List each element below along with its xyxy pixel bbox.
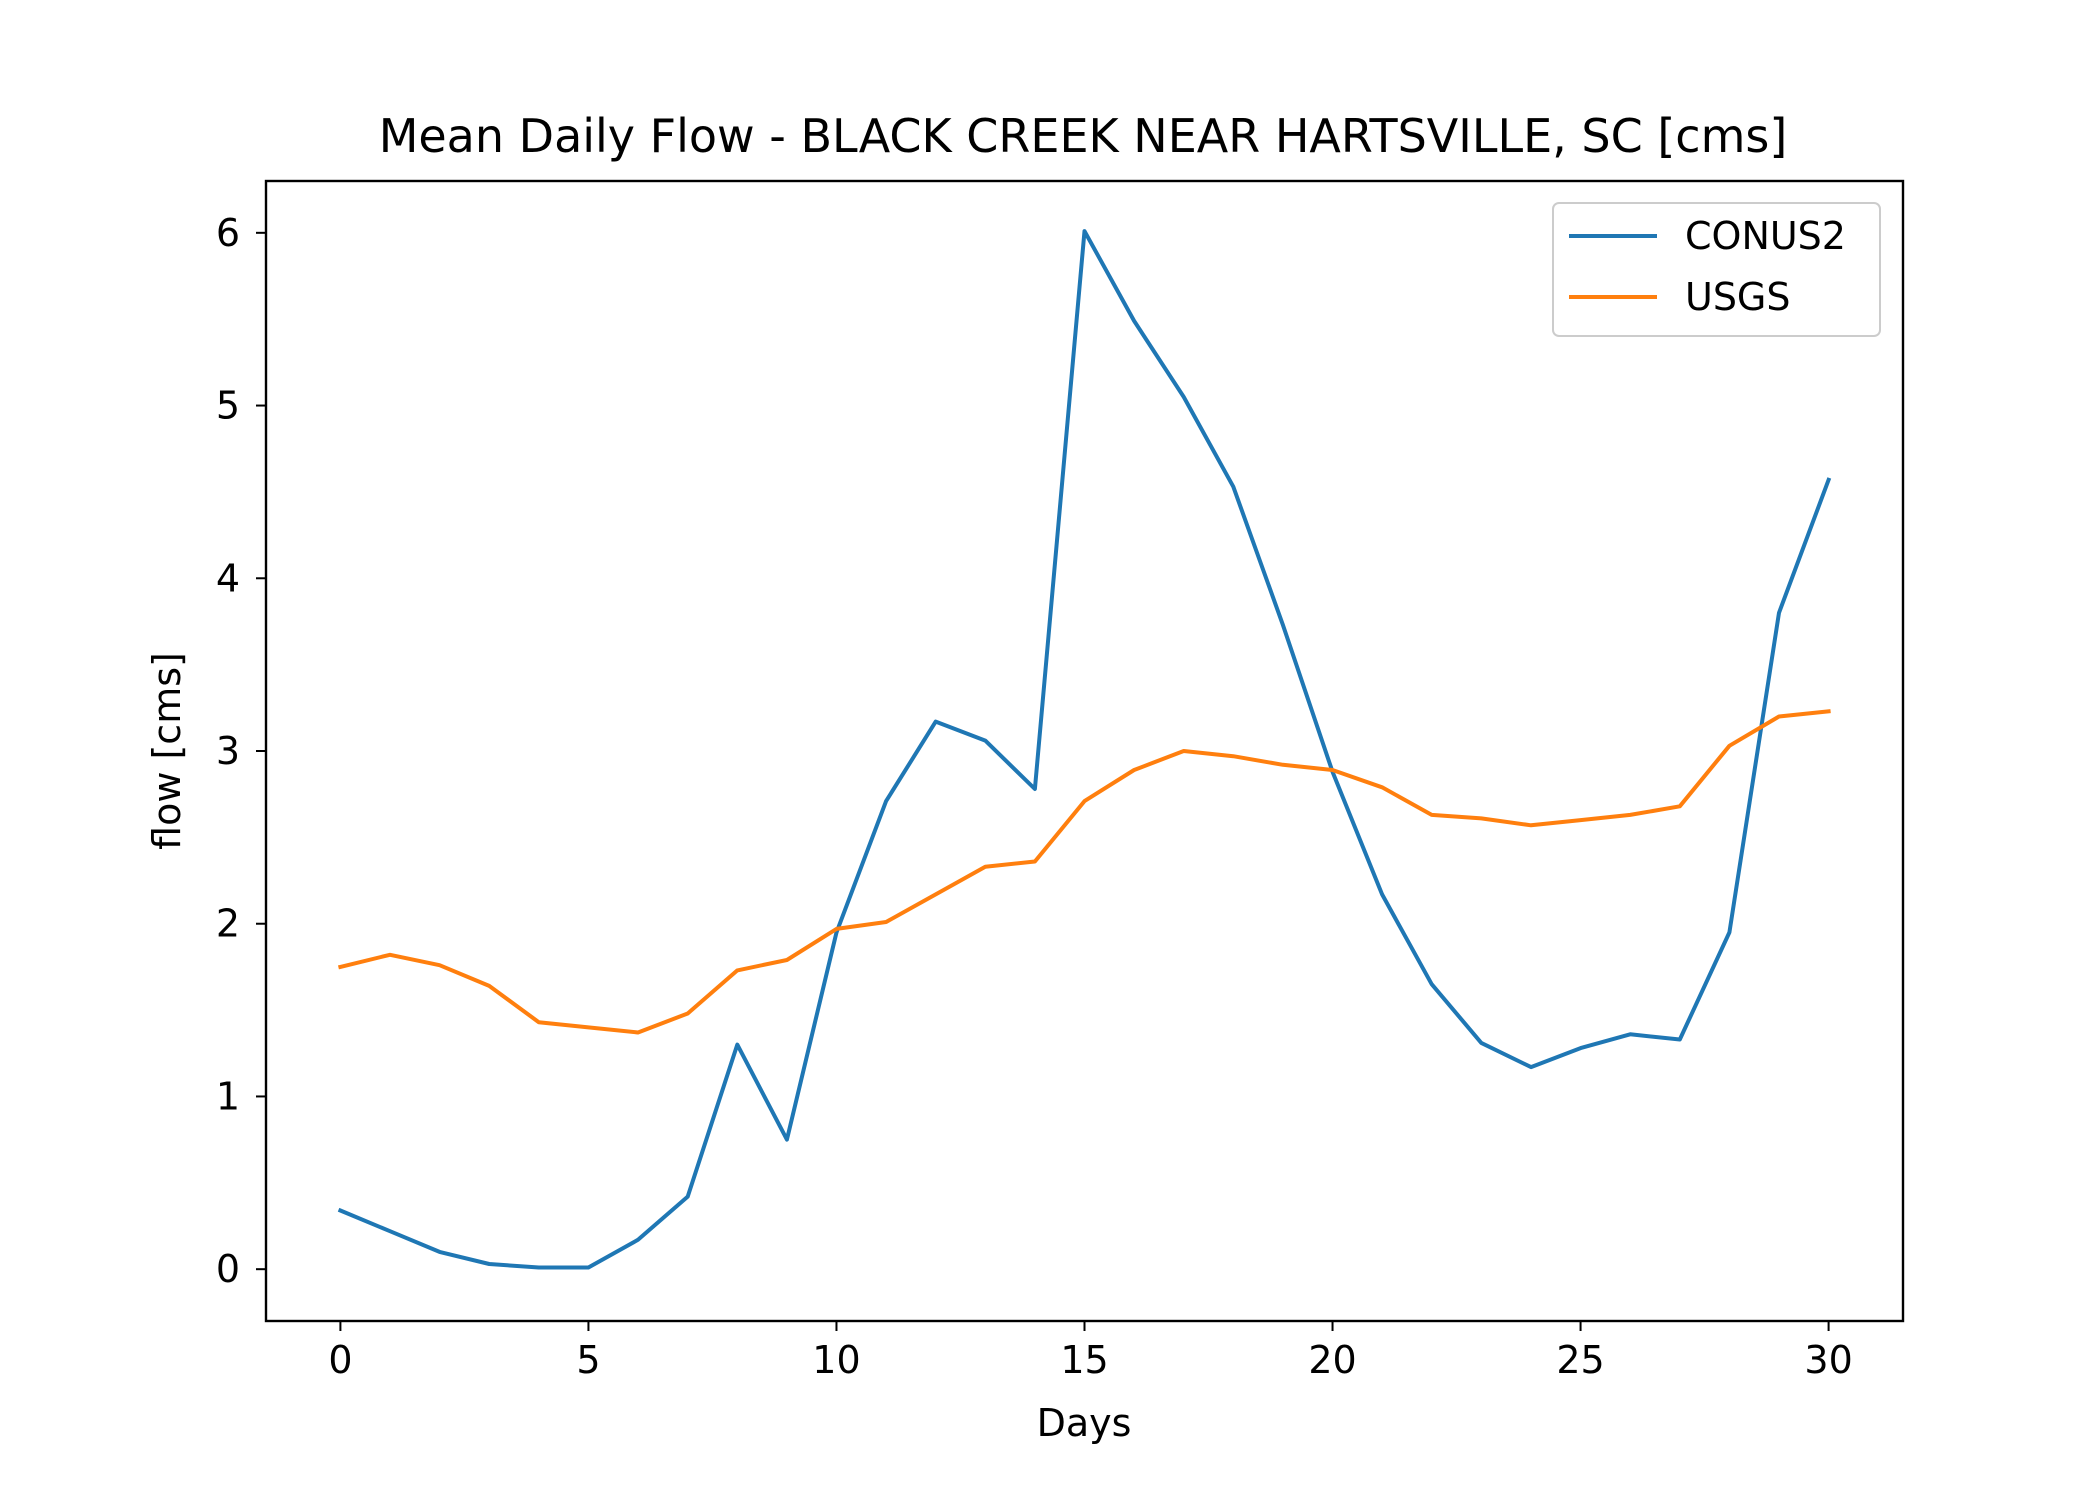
- legend-label-conus2: CONUS2: [1685, 214, 1846, 258]
- y-tick-label: 6: [216, 211, 240, 255]
- y-tick-label: 4: [216, 556, 240, 600]
- x-tick-label: 5: [576, 1338, 600, 1382]
- x-tick-label: 10: [812, 1338, 860, 1382]
- y-tick-label: 1: [216, 1074, 240, 1118]
- y-axis-label: flow [cms]: [145, 652, 189, 850]
- x-tick-label: 25: [1556, 1338, 1604, 1382]
- series-line-conus2: [337, 229, 1832, 1270]
- chart-title: Mean Daily Flow - BLACK CREEK NEAR HARTS…: [379, 109, 1788, 163]
- legend-label-usgs: USGS: [1685, 275, 1791, 319]
- x-tick-label: 15: [1060, 1338, 1108, 1382]
- plot-area: [337, 229, 1832, 1270]
- x-tick-label: 0: [328, 1338, 352, 1382]
- x-tick-label: 30: [1804, 1338, 1852, 1382]
- legend: CONUS2 USGS: [1552, 202, 1881, 337]
- y-tick-label: 3: [216, 729, 240, 773]
- y-tick-label: 0: [216, 1247, 240, 1291]
- axes: 0 5 10 15 20 25 30 0 1 2 3 4 5 6: [216, 211, 1853, 1382]
- y-tick-label: 2: [216, 902, 240, 946]
- x-tick-label: 20: [1308, 1338, 1356, 1382]
- y-tick-label: 5: [216, 384, 240, 428]
- series-line-usgs: [337, 709, 1831, 1035]
- x-axis-label: Days: [1037, 1401, 1132, 1445]
